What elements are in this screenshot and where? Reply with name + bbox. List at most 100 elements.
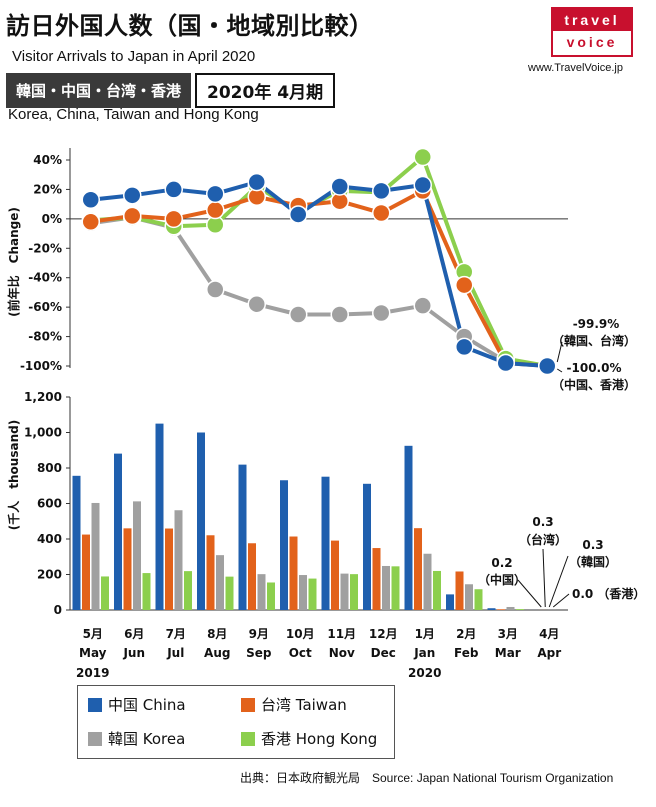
bar-taiwan [82, 534, 90, 610]
line-point-china [289, 205, 308, 224]
source-note: 出典：日本政府観光局 Source: Japan National Touris… [240, 771, 614, 785]
bar-x-label-en: Nov [329, 646, 355, 660]
bar-y-tick-label: 800 [37, 461, 62, 475]
bar-korea [423, 553, 432, 610]
legend-label: 中国 China [108, 696, 186, 714]
bar-hongkong [142, 573, 151, 610]
bar-x-label-jp: 11月 [327, 627, 356, 641]
period-badge-row: 韓国・中国・台湾・香港 2020年 4月期 [6, 73, 336, 108]
bar-hongkong [516, 609, 524, 610]
chart-legend: 中国 China 台湾 Taiwan 韓国 Korea 香港 Hong Kong [77, 685, 395, 759]
bar-x-label-jp: 1月 [415, 627, 435, 641]
legend-item-hongkong: 香港 Hong Kong [241, 728, 377, 749]
bar-hongkong [225, 576, 234, 610]
bar-x-label-jp: 10月 [286, 627, 315, 641]
regions-badge: 韓国・中国・台湾・香港 [6, 73, 192, 108]
bar-x-label-jp: 7月 [166, 627, 186, 641]
bar-china [72, 475, 81, 610]
bar-x-label-jp: 6月 [124, 627, 144, 641]
bar-china [280, 480, 288, 610]
bar-taiwan [289, 536, 298, 610]
bar-x-label-jp: 8月 [207, 627, 227, 641]
bar-annotation-note: （韓国） [569, 554, 617, 569]
line-annotation-note: （中国、香港） [552, 377, 636, 392]
line-point-taiwan [372, 203, 391, 223]
page-title: 訪日外国人数（国・地域別比較） [6, 12, 374, 40]
bar-taiwan [123, 528, 132, 610]
bar-annotation-value: 0.0 （香港） [572, 586, 645, 601]
line-point-taiwan [81, 212, 100, 232]
line-point-china [206, 184, 225, 204]
legend-item-china: 中国 China [88, 694, 186, 715]
line-point-china [413, 175, 432, 195]
bar-x-label-jp: 12月 [369, 627, 398, 641]
bar-y-tick-label: 0 [54, 603, 62, 617]
bar-x-label-jp: 3月 [498, 627, 518, 641]
line-y-tick-label: -40% [28, 271, 62, 285]
line-y-tick-label: 20% [33, 182, 62, 196]
bar-x-label-jp: 5月 [83, 627, 103, 641]
regions-caption: Korea, China, Taiwan and Hong Kong [8, 106, 259, 123]
legend-swatch [88, 731, 102, 746]
line-y-tick-label: 40% [33, 153, 62, 167]
legend-swatch [241, 697, 255, 712]
bar-x-label-en: Apr [537, 646, 561, 660]
legend-label: 香港 Hong Kong [261, 730, 378, 748]
bar-korea [257, 574, 266, 610]
logo-top-text: travel [553, 9, 631, 31]
line-series-china [90, 180, 548, 368]
bar-china [238, 464, 247, 610]
bar-x-label-en: Aug [204, 646, 230, 660]
bar-taiwan [497, 609, 505, 610]
line-y-tick-label: 0% [42, 212, 62, 226]
bar-hongkong [184, 571, 192, 610]
bar-y-tick-label: 1,000 [24, 426, 62, 440]
bar-taiwan [455, 571, 464, 610]
line-point-taiwan [123, 206, 142, 226]
bar-china [404, 445, 413, 610]
bar-china [155, 423, 164, 610]
legend-swatch [88, 697, 102, 712]
bar-annotation-leader [517, 579, 542, 608]
logo-bottom-text: voice [566, 34, 618, 50]
bar-annotation-value: 0.3 [532, 515, 553, 529]
bar-korea [299, 575, 307, 610]
bar-y-tick-label: 600 [37, 497, 62, 511]
line-y-tick-label: -100% [20, 359, 62, 373]
bar-taiwan [331, 540, 339, 610]
bar-x-label-en: May [79, 646, 107, 660]
bar-x-label-jp: 9月 [249, 627, 269, 641]
legend-label: 韓国 Korea [108, 730, 186, 748]
line-point-korea [330, 305, 349, 324]
line-point-korea [289, 305, 308, 324]
bar-taiwan [372, 548, 381, 610]
line-series-taiwan [90, 188, 548, 368]
bar-x-label-year: 2019 [76, 666, 109, 680]
bar-y-tick-label: 1,200 [24, 390, 62, 404]
bar-korea [91, 502, 100, 610]
bar-hongkong [350, 574, 358, 610]
line-annotation-leader [556, 368, 563, 373]
bar-china [487, 608, 496, 610]
bar-x-label-en: Jul [166, 646, 184, 660]
bar-annotation-value: 0.3 [582, 538, 603, 552]
line-series-hongkong [90, 155, 548, 368]
travelvoice-logo[interactable]: travel voice [551, 7, 633, 57]
line-point-korea [372, 303, 391, 323]
line-point-china [538, 356, 557, 376]
line-point-korea [206, 280, 225, 299]
line-point-taiwan [206, 200, 225, 220]
bar-x-label-en: Oct [289, 646, 312, 660]
site-url-link[interactable]: www.TravelVoice.jp [528, 62, 623, 74]
line-point-china [123, 186, 142, 205]
line-point-china [81, 190, 100, 209]
bar-hongkong [474, 589, 483, 610]
bar-annotation-leader [552, 593, 570, 608]
line-annotation-leader [556, 341, 563, 363]
line-point-korea [413, 296, 432, 315]
bar-korea [382, 565, 390, 610]
bar-hongkong [391, 566, 400, 610]
line-annotation-value: -100.0% [567, 361, 622, 375]
page-subtitle: Visitor Arrivals to Japan in April 2020 [12, 48, 256, 65]
line-point-china [496, 353, 515, 373]
